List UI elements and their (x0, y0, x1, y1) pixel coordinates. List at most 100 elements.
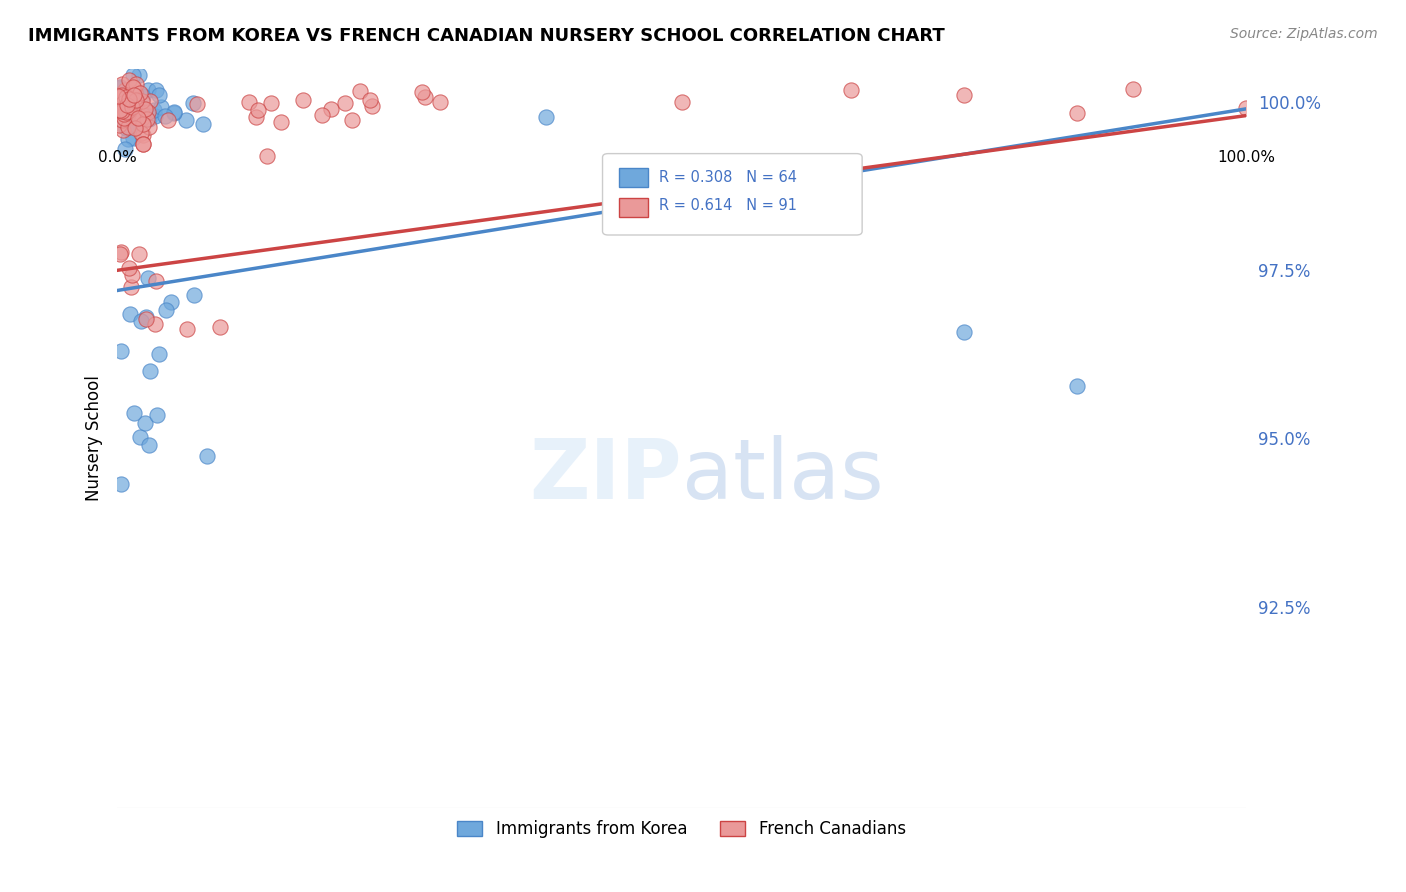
Point (131, 137, 153, 152)
Point (183, 95, 205, 110)
Point (122, 130, 145, 145)
Point (340, 112, 363, 127)
Point (122, 94, 145, 108)
Point (195, 449, 218, 463)
Point (122, 87, 145, 102)
Point (110, 92, 132, 106)
Point (111, 113, 134, 128)
Point (118, 118, 141, 132)
Point (138, 120, 160, 134)
Point (112, 106, 135, 120)
Point (129, 112, 152, 126)
Point (413, 90, 436, 104)
Point (124, 95, 146, 110)
Point (115, 94, 138, 108)
Point (135, 310, 157, 324)
Point (183, 288, 205, 302)
Point (411, 85, 433, 99)
Point (131, 95, 153, 109)
Point (139, 364, 162, 378)
Y-axis label: Nursery School: Nursery School (86, 376, 103, 501)
Point (162, 104, 184, 119)
Point (111, 88, 134, 103)
Point (114, 93, 136, 107)
Point (256, 149, 278, 163)
Point (132, 103, 155, 118)
Point (107, 103, 129, 117)
Point (134, 416, 156, 430)
Point (115, 97, 138, 112)
Point (107, 87, 129, 102)
Point (111, 77, 134, 91)
Point (112, 111, 135, 125)
Point (136, 104, 159, 119)
Point (1066, 106, 1088, 120)
Point (111, 106, 134, 120)
Point (118, 92, 141, 106)
Text: R = 0.614   N = 91: R = 0.614 N = 91 (659, 198, 797, 213)
Point (138, 112, 160, 126)
Point (129, 126, 152, 140)
Point (311, 108, 333, 122)
Point (247, 103, 270, 117)
Point (107, 89, 129, 103)
Point (129, 314, 152, 328)
Point (138, 271, 160, 285)
Text: R = 0.308   N = 64: R = 0.308 N = 64 (659, 169, 797, 185)
Point (143, 318, 166, 332)
Point (155, 303, 177, 318)
Point (114, 82, 136, 96)
Point (107, 80, 129, 95)
Point (114, 142, 136, 156)
Point (131, 111, 153, 125)
Point (260, 96, 283, 111)
Point (128, 104, 150, 119)
Point (128, 247, 150, 261)
Point (121, 100, 143, 114)
Point (238, 95, 260, 110)
Point (118, 91, 141, 105)
Point (107, 89, 129, 103)
Point (143, 103, 166, 118)
Point (191, 117, 214, 131)
Point (110, 105, 132, 120)
Point (146, 409, 169, 423)
Point (186, 97, 208, 112)
Point (120, 98, 142, 112)
Point (156, 113, 179, 128)
Point (121, 110, 143, 124)
Point (125, 118, 148, 132)
Point (122, 68, 145, 82)
Point (117, 103, 139, 118)
Point (114, 99, 136, 113)
Point (108, 97, 131, 112)
Point (361, 98, 384, 112)
Point (270, 115, 292, 129)
Point (128, 117, 150, 131)
Point (138, 438, 160, 452)
Text: 100.0%: 100.0% (1218, 150, 1275, 165)
Point (143, 109, 166, 123)
Point (534, 110, 557, 124)
Point (117, 120, 139, 134)
Point (124, 85, 146, 99)
Point (359, 93, 381, 107)
Point (134, 102, 156, 116)
Point (132, 116, 155, 130)
Point (333, 96, 356, 111)
Text: 0.0%: 0.0% (98, 150, 136, 165)
Text: atlas: atlas (682, 435, 883, 516)
Point (118, 73, 141, 87)
Point (132, 136, 155, 151)
Point (145, 83, 167, 97)
Point (112, 96, 135, 111)
Point (124, 87, 146, 102)
Point (952, 88, 974, 103)
Point (124, 109, 146, 123)
Point (176, 112, 198, 127)
Text: Source: ZipAtlas.com: Source: ZipAtlas.com (1230, 27, 1378, 41)
Point (148, 87, 170, 102)
Point (121, 80, 143, 95)
Point (108, 116, 131, 130)
Text: ZIP: ZIP (529, 435, 682, 516)
